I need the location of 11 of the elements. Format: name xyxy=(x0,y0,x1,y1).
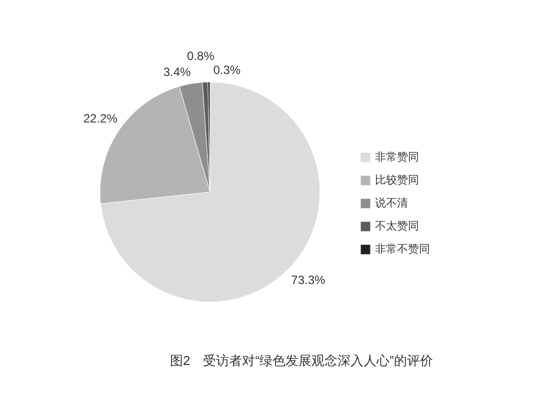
legend-label: 非常赞同 xyxy=(375,150,419,164)
legend-label: 说不清 xyxy=(375,196,408,210)
text: 图2 受访者对“绿色发展观念深入人心”的评价 xyxy=(170,353,433,368)
data-label: 73.3% xyxy=(291,273,326,288)
data-label: 22.2% xyxy=(83,111,118,126)
data-label: 0.3% xyxy=(213,63,241,78)
data-label: 0.8% xyxy=(187,49,215,64)
legend-label: 非常不赞同 xyxy=(375,242,430,256)
legend-label: 不太赞同 xyxy=(375,220,419,232)
legend-label: 比较赞同 xyxy=(375,174,419,186)
data-label: 3.4% xyxy=(163,64,191,79)
